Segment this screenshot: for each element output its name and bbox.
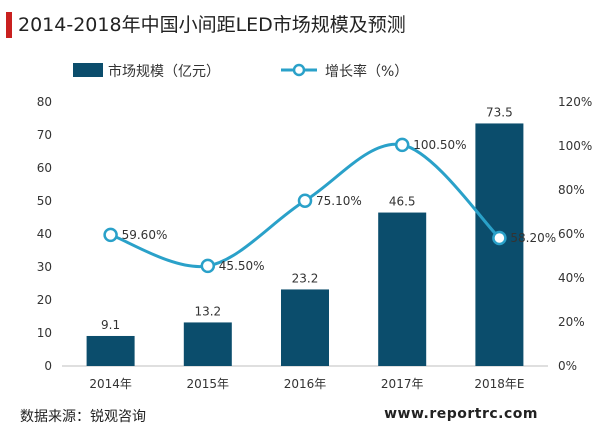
left-axis-tick-label: 40 [37, 227, 52, 241]
x-axis-tick-label: 2016年 [284, 377, 327, 391]
line-data-label: 59.60% [122, 228, 168, 242]
bar-data-label: 9.1 [101, 318, 120, 332]
right-axis-tick-label: 0% [558, 359, 577, 373]
bar [378, 212, 427, 366]
line-data-label: 45.50% [219, 259, 265, 273]
right-axis-tick-label: 80% [558, 183, 585, 197]
chart-title: 2014-2018年中国小间距LED市场规模及预测 [18, 14, 406, 36]
bar-series: 9.1 13.2 23.2 46.5 73.5 [86, 105, 524, 366]
line-point [103, 227, 118, 243]
line-point [297, 193, 313, 209]
right-axis-tick-label: 60% [558, 227, 585, 241]
legend-line-marker [292, 63, 306, 77]
x-axis-tick-label: 2017年 [381, 377, 424, 391]
right-axis-tick-label: 40% [558, 271, 585, 285]
bar-data-label: 13.2 [194, 304, 221, 318]
bar [183, 322, 232, 366]
source-note: 数据来源：锐观咨询 [20, 409, 146, 425]
x-axis-tick-label: 2014年 [89, 377, 132, 391]
left-axis-tick-label: 10 [37, 326, 52, 340]
right-axis-tick-label: 20% [558, 315, 585, 329]
bar [281, 289, 329, 366]
right-axis-tick-label: 120% [558, 95, 592, 109]
axes: 0 10 20 30 40 50 60 70 80 0% 20% 40% 60% 80% 100% 120% 2… [37, 95, 593, 391]
bar-data-label: 73.5 [486, 105, 513, 119]
left-axis-tick-label: 60 [37, 161, 52, 175]
legend: 市场规模（亿元） 增长率（%） [73, 63, 408, 80]
bar-data-label: 46.5 [389, 195, 416, 209]
line-data-label: 100.50% [413, 138, 466, 152]
line-data-label: 58.20% [510, 231, 556, 245]
right-axis-tick-label: 100% [558, 139, 592, 153]
line-series: 59.60% 45.50% 75.10% 100.50% 58.20% [103, 137, 556, 274]
line-data-label: 75.10% [316, 194, 362, 208]
x-axis-tick-label: 2018年E [474, 377, 524, 391]
website-url: www.reportrc.com [384, 406, 538, 422]
left-axis-tick-label: 20 [37, 293, 52, 307]
left-axis-tick-label: 0 [44, 359, 52, 373]
left-axis-tick-label: 50 [37, 194, 52, 208]
legend-bar-swatch [73, 63, 103, 77]
x-axis-tick-label: 2015年 [187, 377, 230, 391]
line-point [394, 137, 410, 153]
title-accent-bar [6, 12, 12, 38]
left-axis-tick-label: 70 [37, 128, 52, 142]
legend-line-label: 增长率（%） [325, 63, 408, 80]
line-point [492, 230, 507, 246]
left-axis-tick-label: 80 [37, 95, 52, 109]
line-point [200, 258, 216, 274]
bar [86, 335, 135, 366]
legend-bar-label: 市场规模（亿元） [108, 63, 220, 80]
left-axis-tick-label: 30 [37, 260, 52, 274]
bar-data-label: 23.2 [292, 271, 319, 285]
